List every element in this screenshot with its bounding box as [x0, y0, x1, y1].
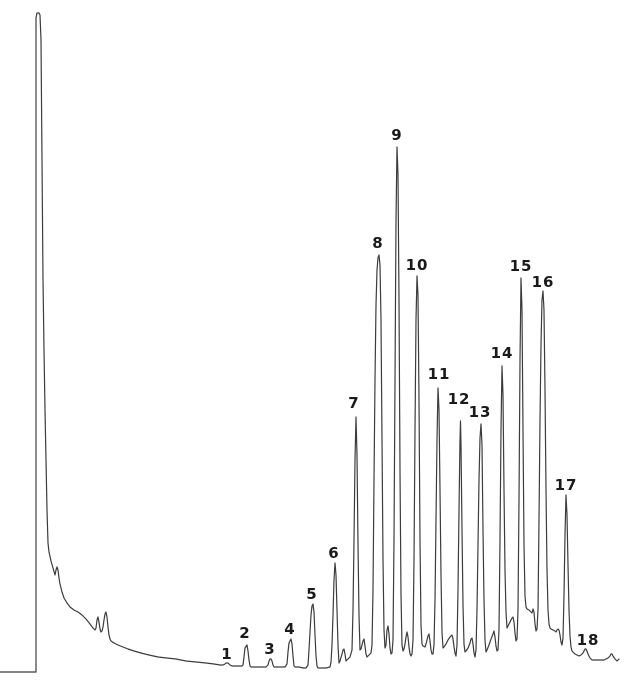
peak-label-14: 14	[491, 344, 514, 362]
peak-label-15: 15	[510, 257, 533, 275]
peak-label-16: 16	[532, 273, 555, 291]
peak-label-7: 7	[348, 394, 359, 412]
peak-label-18: 18	[577, 631, 600, 649]
peak-label-17: 17	[555, 476, 578, 494]
peak-label-3: 3	[264, 640, 275, 658]
peak-label-5: 5	[306, 585, 317, 603]
peak-label-13: 13	[469, 403, 492, 421]
chromatogram-trace	[0, 12, 620, 673]
peak-label-6: 6	[328, 544, 339, 562]
peak-label-12: 12	[448, 390, 471, 408]
peak-label-10: 10	[406, 256, 429, 274]
peak-label-8: 8	[372, 234, 383, 252]
peak-label-11: 11	[428, 365, 451, 383]
peak-label-1: 1	[221, 645, 232, 663]
peak-label-2: 2	[239, 624, 250, 642]
peak-label-4: 4	[284, 620, 295, 638]
peak-label-9: 9	[391, 126, 402, 144]
